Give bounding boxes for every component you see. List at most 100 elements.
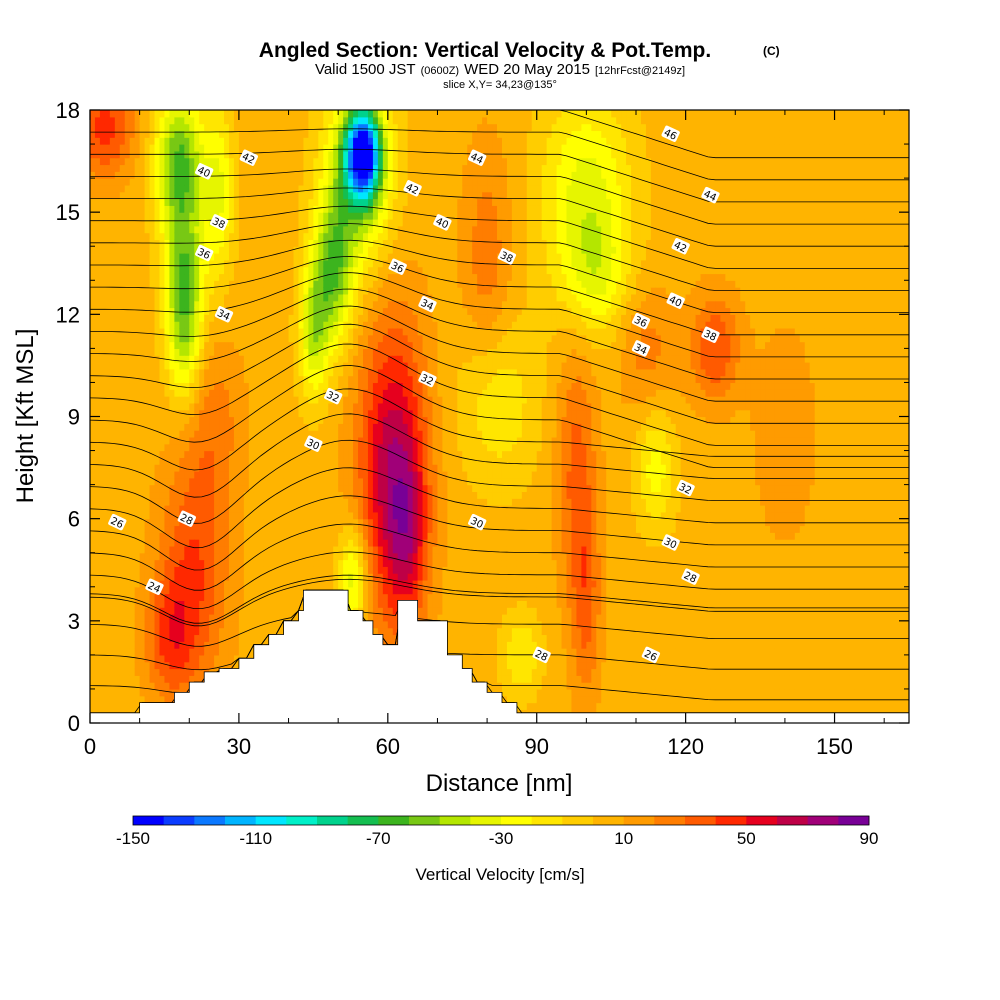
velocity-cell (109, 607, 116, 615)
velocity-cell (233, 375, 240, 384)
velocity-cell (303, 184, 309, 193)
velocity-cell (293, 443, 300, 452)
velocity-cell (253, 300, 260, 309)
velocity-cell (273, 184, 280, 193)
velocity-cell (109, 545, 116, 554)
velocity-cell (298, 287, 305, 295)
velocity-cell (348, 470, 354, 479)
velocity-cell (318, 259, 324, 268)
velocity-cell (353, 116, 359, 125)
velocity-cell (154, 675, 161, 683)
velocity-cell (199, 627, 205, 636)
velocity-cell (139, 402, 146, 411)
velocity-cell (318, 287, 324, 295)
velocity-cell (318, 368, 324, 377)
velocity-cell (194, 579, 200, 588)
velocity-cell (228, 205, 235, 213)
velocity-cell (144, 355, 151, 363)
velocity-cell (144, 368, 151, 377)
velocity-cell (288, 389, 295, 397)
velocity-cell (129, 184, 136, 193)
velocity-cell (253, 198, 260, 206)
velocity-cell (169, 539, 175, 547)
velocity-cell (238, 525, 245, 533)
velocity-cell (134, 164, 141, 172)
velocity-cell (144, 505, 151, 513)
velocity-cell (248, 436, 255, 445)
velocity-cell (109, 525, 116, 533)
velocity-cell (338, 545, 344, 554)
velocity-cell (298, 484, 305, 493)
velocity-cell (348, 273, 354, 281)
velocity-cell (164, 579, 171, 588)
velocity-cell (243, 505, 250, 513)
velocity-cell (204, 627, 210, 636)
velocity-cell (313, 532, 319, 540)
velocity-cell (328, 293, 334, 302)
velocity-cell (333, 505, 339, 513)
velocity-cell (219, 144, 225, 152)
velocity-cell (179, 552, 185, 561)
velocity-cell (214, 436, 220, 445)
velocity-cell (298, 436, 305, 445)
velocity-cell (338, 368, 344, 377)
velocity-cell (119, 307, 126, 315)
velocity-cell (114, 307, 121, 315)
velocity-cell (268, 620, 275, 629)
velocity-cell (119, 348, 126, 356)
velocity-cell (338, 573, 344, 581)
velocity-cell (144, 539, 151, 547)
velocity-cell (194, 552, 200, 561)
velocity-cell (159, 518, 166, 527)
velocity-cell (214, 457, 220, 465)
velocity-cell (114, 130, 121, 138)
velocity-cell (318, 566, 324, 574)
velocity-cell (258, 559, 265, 567)
velocity-cell (199, 593, 205, 601)
velocity-cell (248, 620, 255, 629)
velocity-cell (114, 253, 121, 261)
velocity-cell (219, 470, 225, 479)
velocity-cell (94, 198, 101, 206)
velocity-cell (204, 498, 210, 506)
velocity-cell (159, 675, 166, 683)
velocity-cell (273, 218, 280, 227)
velocity-cell (258, 341, 265, 349)
velocity-cell (343, 178, 349, 186)
velocity-cell (233, 191, 240, 200)
velocity-cell (99, 559, 106, 567)
velocity-cell (184, 409, 190, 418)
velocity-cell (149, 552, 156, 561)
velocity-cell (134, 545, 141, 554)
velocity-cell (94, 259, 101, 268)
velocity-cell (114, 409, 121, 418)
velocity-cell (348, 137, 354, 145)
velocity-cell (248, 389, 255, 397)
velocity-cell (328, 450, 334, 458)
velocity-cell (258, 178, 265, 186)
velocity-cell (104, 614, 111, 622)
velocity-cell (90, 144, 96, 152)
velocity-cell (174, 300, 180, 309)
velocity-cell (283, 586, 290, 595)
velocity-cell (199, 518, 205, 527)
velocity-cell (323, 498, 329, 506)
velocity-cell (233, 178, 240, 186)
velocity-cell (219, 137, 225, 145)
velocity-cell (278, 593, 285, 601)
velocity-cell (129, 450, 136, 458)
velocity-cell (303, 178, 309, 186)
velocity-cell (209, 505, 215, 513)
velocity-cell (358, 362, 364, 370)
velocity-cell (348, 144, 354, 152)
velocity-cell (248, 641, 255, 649)
velocity-cell (248, 327, 255, 336)
velocity-cell (179, 178, 185, 186)
velocity-cell (243, 164, 250, 172)
velocity-cell (174, 341, 180, 349)
velocity-cell (90, 552, 96, 561)
velocity-cell (149, 273, 156, 281)
velocity-cell (293, 491, 300, 499)
velocity-cell (159, 389, 166, 397)
